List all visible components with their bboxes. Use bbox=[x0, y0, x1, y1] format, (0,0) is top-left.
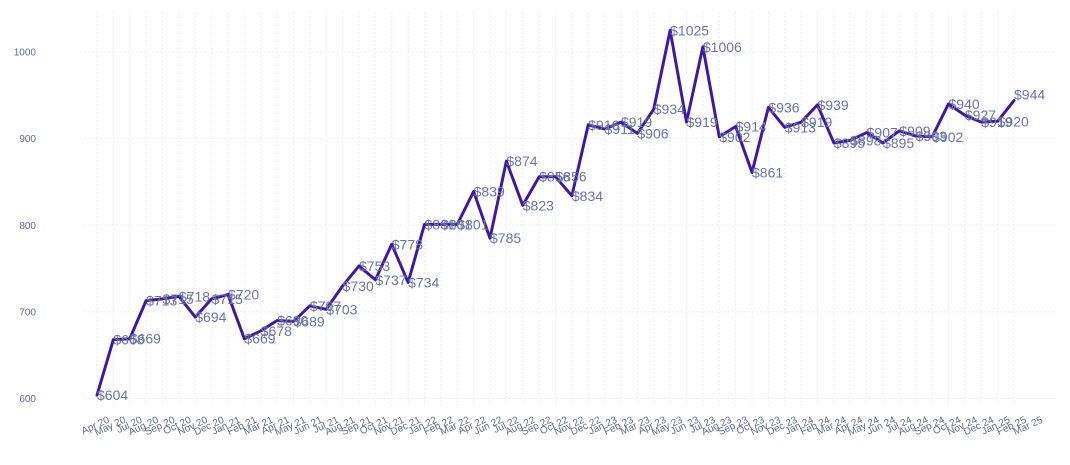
data-label: $801 bbox=[457, 216, 488, 232]
data-label: $668 bbox=[113, 332, 144, 348]
y-tick-label: 900 bbox=[19, 134, 36, 145]
data-label: $907 bbox=[867, 125, 898, 141]
data-label: $737 bbox=[375, 272, 406, 288]
data-label: $734 bbox=[408, 274, 439, 290]
data-label: $861 bbox=[752, 164, 783, 180]
data-label: $839 bbox=[474, 183, 505, 199]
data-label: $916 bbox=[588, 117, 619, 133]
data-label: $919 bbox=[621, 114, 652, 130]
data-label: $914 bbox=[736, 118, 767, 134]
data-labels: $604$668$669$713$715$718$694$715$720$669… bbox=[97, 22, 1045, 403]
data-label: $939 bbox=[818, 97, 849, 113]
y-tick-label: 1000 bbox=[14, 48, 37, 59]
data-label: $694 bbox=[195, 309, 226, 325]
data-label: $703 bbox=[326, 301, 357, 317]
data-label: $895 bbox=[834, 135, 865, 151]
data-label: $690 bbox=[277, 313, 308, 329]
data-label: $898 bbox=[850, 132, 881, 148]
data-label: $856 bbox=[539, 169, 570, 185]
data-label: $944 bbox=[1014, 87, 1045, 103]
data-label: $715 bbox=[163, 291, 194, 307]
data-label: $940 bbox=[949, 96, 980, 112]
data-label: $934 bbox=[654, 101, 685, 117]
data-label: $669 bbox=[130, 331, 161, 347]
y-axis: 600 700 800 900 1000 bbox=[14, 48, 37, 406]
data-label: $902 bbox=[719, 129, 750, 145]
data-label: $669 bbox=[244, 331, 275, 347]
data-label: $919 bbox=[687, 114, 718, 130]
data-label: $715 bbox=[212, 291, 243, 307]
data-label: $713 bbox=[146, 293, 177, 309]
data-label: $903 bbox=[916, 128, 947, 144]
data-label: $689 bbox=[294, 313, 325, 329]
data-label: $920 bbox=[998, 113, 1029, 129]
data-label: $678 bbox=[261, 323, 292, 339]
data-label: $927 bbox=[965, 107, 996, 123]
data-label: $856 bbox=[556, 169, 587, 185]
grid bbox=[84, 12, 1055, 405]
data-label: $785 bbox=[490, 230, 521, 246]
series-line bbox=[95, 28, 1016, 397]
data-label: $911 bbox=[605, 121, 635, 137]
data-label: $902 bbox=[932, 129, 963, 145]
data-label: $834 bbox=[572, 188, 603, 204]
data-label: $801 bbox=[441, 216, 472, 232]
data-label: $919 bbox=[981, 114, 1012, 130]
data-label: $707 bbox=[310, 298, 341, 314]
data-label: $1025 bbox=[670, 22, 709, 38]
data-label: $874 bbox=[506, 153, 537, 169]
data-label: $753 bbox=[359, 258, 390, 274]
data-label: $801 bbox=[425, 216, 456, 232]
data-label: $778 bbox=[392, 236, 423, 252]
data-label: $720 bbox=[228, 287, 259, 303]
data-label: $730 bbox=[343, 278, 374, 294]
data-label: $895 bbox=[883, 135, 914, 151]
data-label: $936 bbox=[768, 99, 799, 115]
y-tick-label: 800 bbox=[19, 221, 36, 232]
data-label: $718 bbox=[179, 288, 210, 304]
y-tick-label: 700 bbox=[19, 307, 36, 318]
data-label: $913 bbox=[785, 119, 816, 135]
data-label: $604 bbox=[97, 387, 128, 403]
data-label: $909 bbox=[899, 123, 930, 139]
data-label: $1006 bbox=[703, 39, 742, 55]
data-label: $906 bbox=[637, 125, 668, 141]
data-label: $823 bbox=[523, 197, 554, 213]
y-tick-label: 600 bbox=[19, 394, 36, 405]
data-label: $919 bbox=[801, 114, 832, 130]
